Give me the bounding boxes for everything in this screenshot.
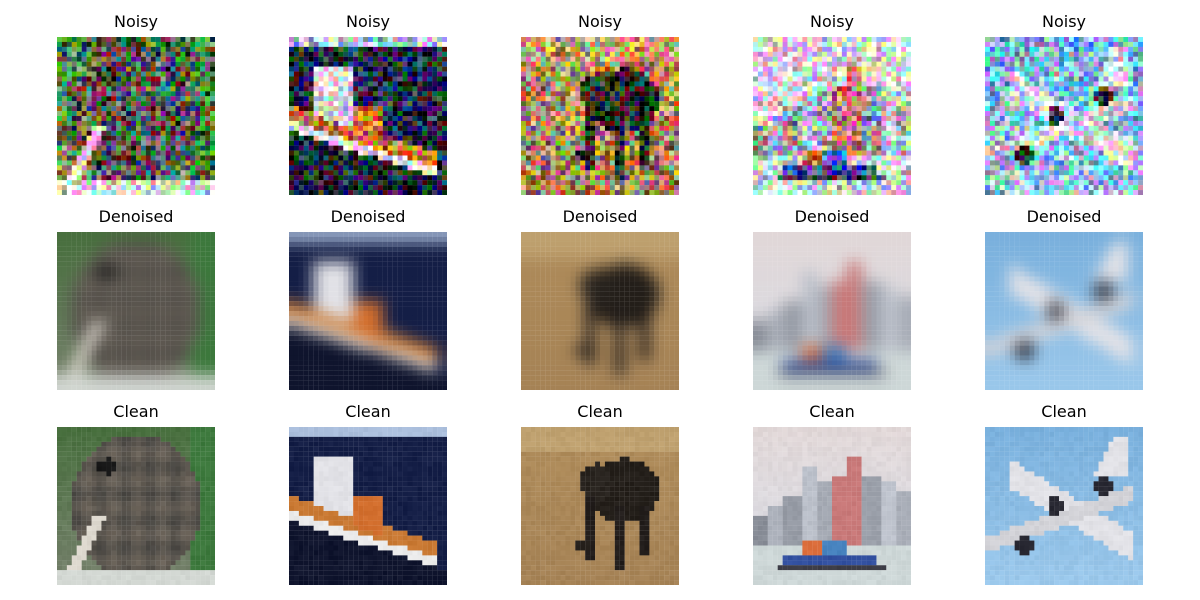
panel-title: Clean <box>577 402 623 421</box>
panel-title: Denoised <box>794 207 870 226</box>
denoised-image <box>289 232 447 390</box>
panel-title: Clean <box>809 402 855 421</box>
denoised-image <box>753 232 911 390</box>
denoised-image <box>521 232 679 390</box>
panel-title: Noisy <box>345 12 390 31</box>
panel-title: Denoised <box>98 207 174 226</box>
panel-title: Noisy <box>113 12 158 31</box>
panel-title: Noisy <box>1041 12 1086 31</box>
clean-image <box>753 427 911 585</box>
clean-image <box>57 427 215 585</box>
noisy-image <box>985 37 1143 195</box>
noisy-image <box>521 37 679 195</box>
noisy-image <box>289 37 447 195</box>
clean-image <box>289 427 447 585</box>
panel-title: Noisy <box>809 12 854 31</box>
clean-image <box>985 427 1143 585</box>
clean-image <box>521 427 679 585</box>
noisy-image <box>57 37 215 195</box>
panel-title: Clean <box>1041 402 1087 421</box>
panel-title: Clean <box>345 402 391 421</box>
panel-title: Denoised <box>562 207 638 226</box>
denoised-image <box>985 232 1143 390</box>
noisy-image <box>753 37 911 195</box>
panel-title: Denoised <box>330 207 406 226</box>
denoised-image <box>57 232 215 390</box>
panel-title: Noisy <box>577 12 622 31</box>
panel-title: Denoised <box>1026 207 1102 226</box>
panel-title: Clean <box>113 402 159 421</box>
